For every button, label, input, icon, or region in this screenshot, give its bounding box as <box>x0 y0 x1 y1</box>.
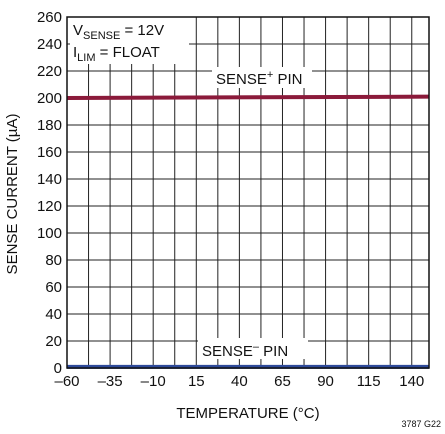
vsense-condition: VSENSE = 12V <box>73 22 164 42</box>
y-tick-label: 40 <box>45 306 62 323</box>
x-tick-label: 115 <box>357 373 381 390</box>
x-tick-label: 65 <box>274 373 291 390</box>
x-tick-label: 40 <box>231 373 248 390</box>
y-axis-title: SENSE CURRENT (µA) <box>4 114 21 275</box>
y-tick-label: 120 <box>37 198 62 215</box>
y-tick-label: 240 <box>37 36 62 53</box>
y-tick-label: 180 <box>37 117 62 134</box>
figure-id: 3787 G22 <box>401 419 441 429</box>
sense-plus-label-bg <box>212 67 312 88</box>
x-axis-title: TEMPERATURE (°C) <box>176 405 319 422</box>
y-tick-label: 80 <box>45 252 62 269</box>
x-tick-label: 90 <box>317 373 334 390</box>
x-tick-label: –60 <box>54 373 79 390</box>
y-tick-label: 200 <box>37 90 62 107</box>
sense-plus-label: SENSE+ PIN <box>216 69 302 88</box>
sense-minus-label: SENSE– PIN <box>202 341 288 360</box>
y-tick-label: 160 <box>37 144 62 161</box>
y-tick-label: 60 <box>45 279 62 296</box>
plot-border <box>66 16 430 369</box>
x-tick-label: 140 <box>399 373 424 390</box>
y-tick-label: 220 <box>37 63 62 80</box>
x-tick-label: –10 <box>141 373 166 390</box>
ilim-condition: ILIM = FLOAT <box>73 44 160 64</box>
sense-plus-line <box>66 94 430 100</box>
conditions-box-bg <box>70 17 189 64</box>
sense-minus-label-bg <box>198 338 308 359</box>
y-tick-label: 140 <box>37 171 62 188</box>
y-tick-label: 0 <box>54 360 62 377</box>
y-tick-label: 20 <box>45 333 62 350</box>
y-tick-label: 100 <box>37 225 62 242</box>
y-tick-label: 260 <box>37 9 62 26</box>
x-tick-label: 15 <box>188 373 205 390</box>
x-tick-labels: –60 –35 –10 15 40 65 90 115 140 <box>54 373 424 390</box>
x-tick-label: –35 <box>98 373 123 390</box>
y-tick-labels: 0 20 40 60 80 100 120 140 160 180 200 220 240 260 <box>37 9 62 377</box>
chart-series <box>66 94 430 369</box>
